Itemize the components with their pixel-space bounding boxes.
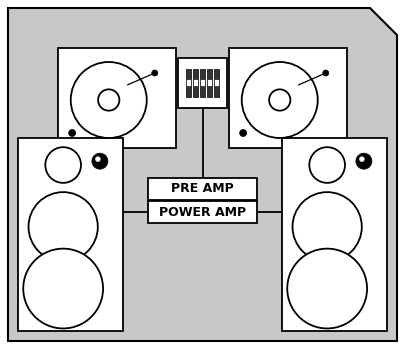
Bar (193, 79, 198, 86)
Bar (18, 138, 123, 331)
Bar (58, 48, 176, 148)
Circle shape (323, 70, 329, 76)
Bar (148, 178, 257, 200)
Polygon shape (8, 8, 397, 341)
Bar (214, 69, 219, 97)
Circle shape (359, 157, 364, 162)
Bar (207, 69, 212, 97)
Text: PRE AMP: PRE AMP (171, 183, 234, 195)
Circle shape (45, 147, 81, 183)
Text: POWER AMP: POWER AMP (159, 206, 246, 218)
Circle shape (23, 248, 103, 328)
Circle shape (92, 153, 108, 169)
Circle shape (71, 62, 147, 138)
Bar (178, 58, 227, 108)
Circle shape (356, 153, 372, 169)
Bar (186, 79, 191, 86)
Bar (207, 79, 212, 86)
Bar (186, 69, 191, 97)
Bar (282, 138, 387, 331)
Circle shape (269, 89, 290, 111)
Circle shape (152, 70, 158, 76)
Bar (200, 69, 205, 97)
Bar (200, 79, 205, 86)
Bar (193, 69, 198, 97)
Bar (229, 48, 347, 148)
Circle shape (309, 147, 345, 183)
Circle shape (242, 62, 318, 138)
Bar (148, 201, 257, 223)
Circle shape (69, 129, 76, 136)
Circle shape (28, 192, 98, 261)
Circle shape (287, 248, 367, 328)
Circle shape (240, 129, 247, 136)
Circle shape (292, 192, 362, 261)
Circle shape (96, 157, 100, 162)
Circle shape (98, 89, 119, 111)
Bar (214, 79, 219, 86)
